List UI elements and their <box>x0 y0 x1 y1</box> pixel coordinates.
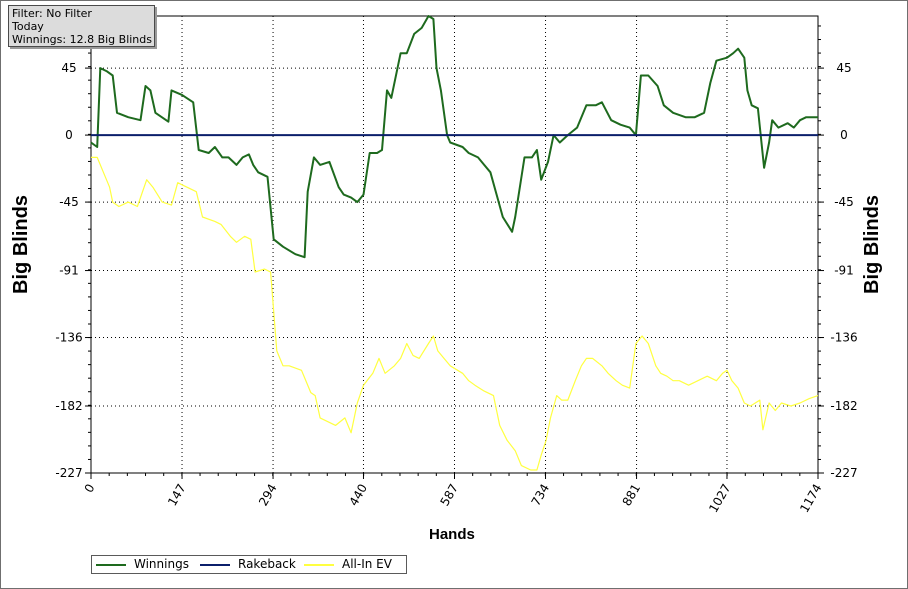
y-tick-label-right: -91 <box>834 264 854 278</box>
x-tick-label: 1027 <box>706 482 733 515</box>
y-tick-label-left: -45 <box>59 195 79 209</box>
y-tick-label-left: -227 <box>55 466 82 480</box>
y-tick-label-right: 0 <box>840 128 848 142</box>
y-tick-label-right: -182 <box>830 399 857 413</box>
legend-label-rakeback: Rakeback <box>238 557 296 571</box>
legend-label-winnings: Winnings <box>134 557 189 571</box>
y-tick-label-right: -45 <box>834 195 854 209</box>
x-tick-label: 1174 <box>797 482 824 515</box>
x-tick-label: 0 <box>82 482 98 496</box>
y-tick-label-left: -136 <box>55 331 82 345</box>
y-tick-label-left: 45 <box>61 61 76 75</box>
x-tick-label: 587 <box>438 482 462 509</box>
x-tick-label: 147 <box>165 482 189 509</box>
legend: Winnings Rakeback All-In EV <box>91 555 407 574</box>
filter-info-box: Filter: No Filter Today Winnings: 12.8 B… <box>8 5 155 47</box>
y-axis-title-left: Big Blinds <box>9 195 32 294</box>
legend-swatch-rakeback <box>200 564 230 566</box>
y-tick-label-left: -91 <box>59 264 79 278</box>
legend-label-all-in-ev: All-In EV <box>342 557 392 571</box>
filter-text: Filter: No Filter <box>12 7 92 20</box>
y-axis-title-right: Big Blinds <box>860 195 883 294</box>
winnings-summary: Winnings: 12.8 Big Blinds <box>12 33 152 46</box>
x-axis-title: Hands <box>429 526 475 543</box>
x-tick-label: 294 <box>256 482 280 509</box>
x-tick-label: 734 <box>529 482 553 509</box>
series-line-all-in-ev <box>91 156 819 471</box>
y-tick-label-right: -227 <box>830 466 857 480</box>
y-tick-label-left: -182 <box>55 399 82 413</box>
period-text: Today <box>12 20 44 33</box>
legend-swatch-winnings <box>96 564 126 566</box>
y-tick-label-right: 45 <box>836 61 851 75</box>
legend-swatch-all-in-ev <box>304 564 334 566</box>
x-tick-label: 440 <box>346 482 370 509</box>
y-tick-label-right: -136 <box>830 331 857 345</box>
y-tick-label-left: 0 <box>65 128 73 142</box>
x-tick-label: 881 <box>620 482 644 509</box>
